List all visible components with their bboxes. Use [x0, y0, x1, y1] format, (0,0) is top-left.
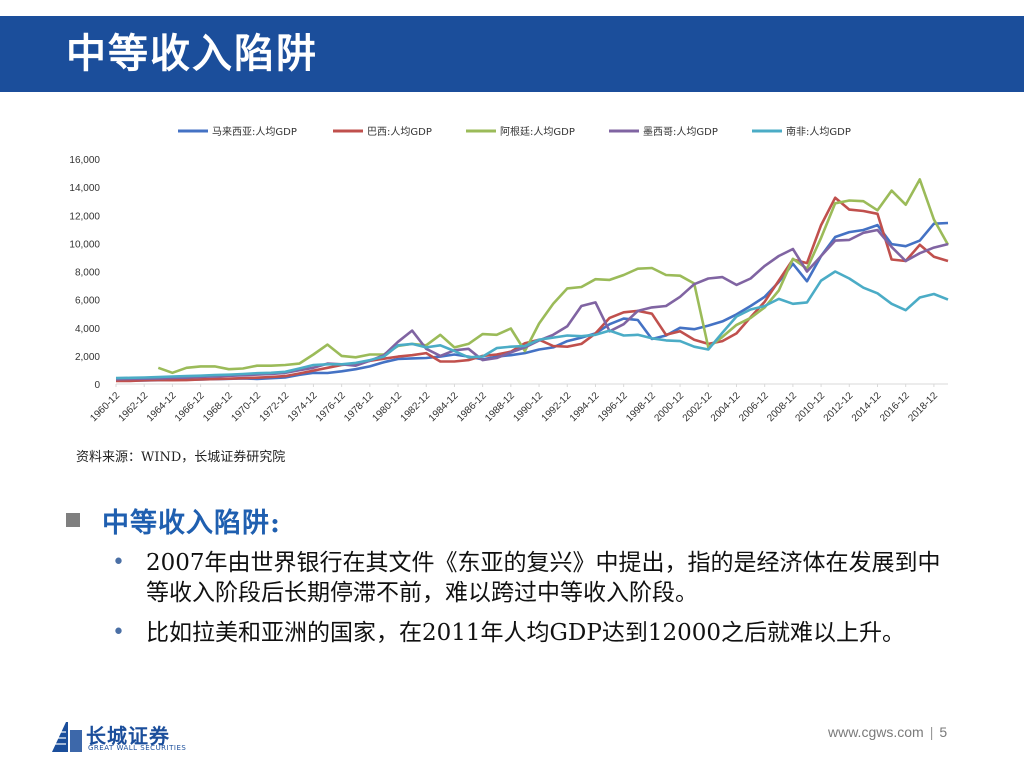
company-logo: 长城证券 GREAT WALL SECURITIES: [52, 722, 202, 758]
x-tick-label: 1978-12: [342, 390, 376, 424]
x-tick-label: 2018-12: [906, 390, 940, 424]
x-tick-label: 2008-12: [765, 390, 799, 424]
bullet-item-1: • 2007年由世界银行在其文件《东亚的复兴》中提出，指的是经济体在发展到中等收…: [112, 548, 972, 608]
y-tick-label: 0: [94, 380, 100, 391]
source-note: 资料来源：WIND，长城证券研究院: [76, 450, 286, 465]
legend-label-3: 墨西哥:人均GDP: [643, 126, 718, 138]
legend-label-2: 阿根廷:人均GDP: [500, 125, 575, 138]
y-tick-label: 8,000: [75, 268, 100, 279]
square-bullet-icon: [66, 513, 80, 527]
title-bar: 中等收入陷阱: [0, 16, 1024, 92]
bullet-dot-icon: •: [112, 550, 125, 575]
series-line-3: [115, 228, 949, 381]
x-tick-label: 2014-12: [850, 390, 884, 424]
x-tick-label: 1960-12: [88, 390, 122, 424]
x-tick-label: 2006-12: [737, 390, 771, 424]
y-tick-label: 2,000: [75, 352, 100, 363]
x-tick-label: 1962-12: [117, 390, 151, 424]
bullet-text-1: 2007年由世界银行在其文件《东亚的复兴》中提出，指的是经济体在发展到中等收入阶…: [146, 550, 941, 606]
great-wall-logo-icon: [52, 722, 82, 752]
logo-text-en: GREAT WALL SECURITIES: [88, 744, 187, 752]
x-tick-label: 2016-12: [878, 390, 912, 424]
x-tick-label: 1986-12: [455, 390, 489, 424]
y-tick-label: 6,000: [75, 296, 100, 307]
bullet-text-2: 比如拉美和亚洲的国家，在2011年人均GDP达到12000之后就难以上升。: [146, 620, 905, 646]
x-tick-label: 1968-12: [201, 390, 235, 424]
y-tick-label: 16,000: [69, 155, 100, 166]
x-tick-label: 1994-12: [568, 390, 602, 424]
footer-separator: |: [929, 724, 934, 740]
y-tick-label: 4,000: [75, 324, 100, 335]
x-tick-label: 2012-12: [822, 390, 856, 424]
x-tick-label: 1992-12: [540, 390, 574, 424]
legend-label-0: 马来西亚:人均GDP: [212, 126, 297, 138]
footer-info: www.cgws.com | 5: [828, 724, 947, 740]
logo-text-cn: 长城证券: [86, 724, 170, 748]
x-tick-label: 1988-12: [483, 390, 517, 424]
section-heading-row: 中等收入陷阱:: [66, 502, 281, 539]
legend-label-4: 南非:人均GDP: [786, 125, 851, 138]
x-tick-label: 1984-12: [427, 390, 461, 424]
series-line-0: [115, 221, 949, 382]
x-tick-label: 1974-12: [286, 390, 320, 424]
x-tick-label: 1982-12: [399, 390, 433, 424]
page-title: 中等收入陷阱: [66, 30, 318, 77]
series-line-1: [115, 196, 949, 383]
x-tick-label: 1990-12: [511, 390, 545, 424]
bullet-dot-icon: •: [112, 620, 125, 645]
x-tick-label: 2004-12: [709, 390, 743, 424]
x-tick-label: 2010-12: [793, 390, 827, 424]
footer-url[interactable]: www.cgws.com: [828, 724, 924, 740]
x-tick-label: 1998-12: [624, 390, 658, 424]
x-tick-label: 1970-12: [229, 390, 263, 424]
x-tick-label: 1980-12: [370, 390, 404, 424]
section-heading: 中等收入陷阱:: [102, 507, 281, 539]
series-line-2: [157, 178, 950, 375]
page-number: 5: [939, 724, 948, 740]
x-tick-label: 1966-12: [173, 390, 207, 424]
gdp-per-capita-chart: 0 2,000 4,000 6,000 8,000 10,000 12,000 14,000 1…: [69, 125, 950, 424]
y-tick-label: 12,000: [69, 211, 100, 222]
legend-label-1: 巴西:人均GDP: [367, 126, 432, 138]
y-tick-label: 14,000: [69, 183, 100, 194]
y-tick-label: 10,000: [69, 239, 100, 250]
x-tick-label: 1964-12: [145, 390, 179, 424]
series-line-4: [115, 270, 949, 380]
x-tick-label: 1972-12: [258, 390, 292, 424]
x-tick-label: 2002-12: [681, 390, 715, 424]
x-tick-label: 1996-12: [596, 390, 630, 424]
x-tick-label: 1976-12: [314, 390, 348, 424]
bullet-item-2: • 比如拉美和亚洲的国家，在2011年人均GDP达到12000之后就难以上升。: [112, 618, 972, 648]
x-tick-label: 2000-12: [652, 390, 686, 424]
